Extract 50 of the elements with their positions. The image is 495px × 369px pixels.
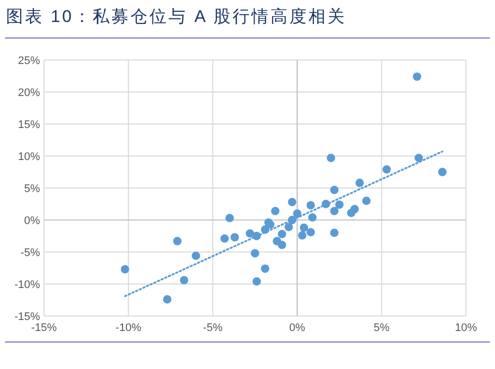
y-tick-label: 15%: [18, 119, 40, 131]
point: [288, 198, 296, 206]
point: [220, 234, 229, 243]
point: [330, 228, 339, 237]
y-tick-label: 5%: [24, 183, 40, 195]
point: [298, 231, 306, 240]
point: [225, 214, 234, 222]
point: [293, 209, 302, 218]
point: [250, 249, 260, 258]
point: [284, 222, 293, 232]
point: [260, 264, 270, 273]
point: [335, 200, 344, 209]
y-tick-label: 0%: [24, 215, 40, 227]
y-tick-label: -15%: [14, 311, 40, 323]
point: [278, 230, 286, 238]
point: [271, 206, 280, 216]
point: [246, 229, 254, 238]
y-tick-label: -10%: [14, 279, 40, 291]
point: [330, 206, 339, 216]
x-tick-label: 5%: [374, 322, 390, 334]
point: [306, 228, 315, 236]
y-tick-label: 20%: [18, 87, 40, 99]
point: [120, 265, 130, 274]
point: [326, 154, 336, 162]
point: [414, 154, 423, 162]
point: [330, 186, 339, 194]
point: [438, 168, 447, 176]
point: [306, 201, 315, 210]
point: [230, 233, 239, 242]
point: [300, 223, 308, 232]
y-tick-label: 10%: [18, 151, 40, 163]
point: [180, 276, 188, 284]
y-tick-label: -5%: [20, 247, 40, 259]
point: [252, 277, 261, 286]
x-tick-label: -10%: [116, 322, 142, 334]
point: [163, 295, 172, 304]
point: [192, 252, 200, 260]
point: [173, 236, 182, 246]
x-tick-label: 10%: [454, 322, 478, 334]
y-tick-label: 25%: [18, 55, 40, 67]
chart-title: 图表 10：私募仓位与 A 股行情高度相关: [6, 7, 346, 26]
point: [355, 178, 364, 188]
x-tick-label: -5%: [203, 322, 223, 334]
point: [362, 196, 371, 205]
point: [382, 165, 391, 174]
point: [278, 240, 286, 250]
point: [350, 204, 359, 214]
point: [412, 72, 422, 81]
x-tick-label: 0%: [289, 322, 306, 334]
point: [308, 213, 317, 222]
